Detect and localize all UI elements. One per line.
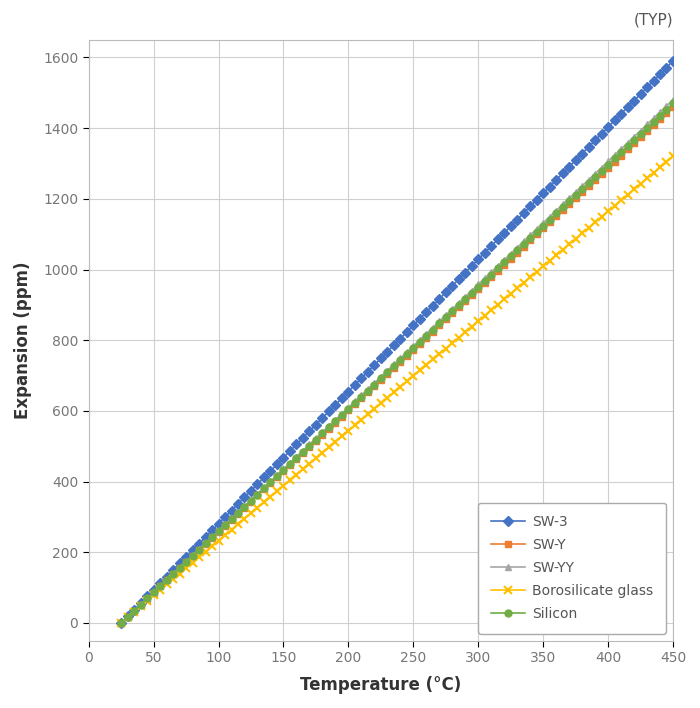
X-axis label: Temperature (°C): Temperature (°C) [300,676,461,694]
Silicon [176,564,184,572]
Line: Borosilicate glass: Borosilicate glass [117,152,677,627]
Silicon [584,178,593,187]
SW-Y [176,564,184,573]
SW-3 [383,348,391,356]
Line: SW-3: SW-3 [118,57,676,627]
Silicon [383,368,391,377]
SW-YY [383,366,391,375]
Borosilicate glass [176,569,184,578]
SW-Y [539,224,547,233]
SW-YY [143,594,151,603]
Borosilicate glass [383,394,391,402]
SW-Y [130,607,139,615]
SW-3 [668,57,677,65]
Silicon [143,594,151,603]
Silicon [130,607,139,615]
SW-YY [539,219,547,227]
Borosilicate glass [584,224,593,232]
SW-3 [176,559,184,568]
SW-3 [539,189,547,198]
SW-YY [584,176,593,184]
Silicon [539,222,547,230]
SW-3 [584,143,593,152]
SW-Y [383,370,391,378]
SW-Y [668,103,677,111]
SW-YY [668,96,677,104]
Line: SW-Y: SW-Y [118,103,676,627]
SW-YY [117,619,125,627]
Silicon [117,619,125,627]
SW-3 [143,592,151,600]
Borosilicate glass [143,597,151,605]
Line: SW-YY: SW-YY [118,96,676,627]
SW-3 [117,619,125,627]
Silicon [668,99,677,108]
SW-Y [143,595,151,603]
SW-YY [130,606,139,615]
Borosilicate glass [539,262,547,270]
Borosilicate glass [130,607,139,616]
Borosilicate glass [117,619,125,627]
Y-axis label: Expansion (ppm): Expansion (ppm) [14,261,32,419]
SW-Y [117,619,125,627]
SW-3 [130,605,139,614]
Line: Silicon: Silicon [118,100,676,627]
Borosilicate glass [668,152,677,161]
Text: (TYP): (TYP) [634,13,673,28]
SW-Y [584,182,593,190]
Legend: SW-3, SW-Y, SW-YY, Borosilicate glass, Silicon: SW-3, SW-Y, SW-YY, Borosilicate glass, S… [478,503,666,634]
SW-YY [176,564,184,572]
